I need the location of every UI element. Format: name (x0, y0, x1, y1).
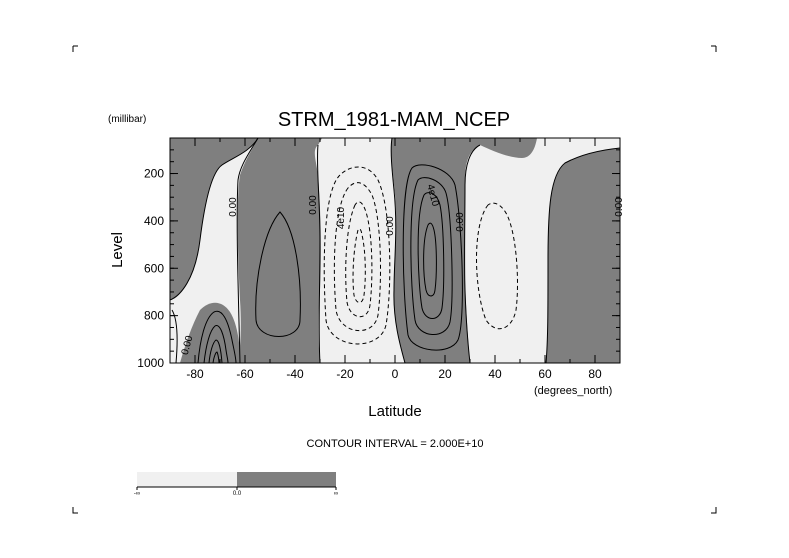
x-tick-label: -40 (286, 367, 304, 381)
contour-northern-hadley-3 (417, 192, 445, 319)
colorbar: -∞ 0.0 ∞ (134, 472, 338, 497)
contour-southern-hadley-1 (323, 166, 391, 345)
y-tick-label: 600 (144, 261, 164, 275)
x-units-label: (degrees_north) (534, 385, 612, 397)
crop-marks (72, 45, 717, 514)
plot-area: 0.00 0.00 4e10 0.00 4e10 0.00 0.00 0.00 (169, 137, 625, 364)
zero-contour-southern-ferrel (236, 138, 259, 363)
shaded-positive-southern-ferrel (237, 138, 322, 363)
x-tick-label: -20 (336, 367, 354, 381)
colorbar-label-mid: 0.0 (233, 491, 242, 497)
x-tick-label: -60 (236, 367, 254, 381)
chart-title: STRM_1981-MAM_NCEP (278, 109, 510, 131)
y-axis-title: Level (109, 232, 126, 268)
contour-southern-ferrel-1 (255, 211, 301, 337)
crop-mark-bottom-right (711, 507, 717, 514)
crop-mark-top-right (711, 45, 717, 52)
x-axis-title: Latitude (368, 403, 421, 420)
contour-bottom-left-3 (208, 339, 223, 363)
contour-southern-hadley-4 (352, 228, 366, 303)
y-tick-label: 400 (144, 214, 164, 228)
contour-northern-ferrel-1 (476, 202, 518, 330)
contour-southern-hadley-2 (333, 182, 381, 331)
contour-label-zero-2: 0.00 (308, 195, 319, 215)
contour-label-zero-6: 0.00 (180, 334, 196, 356)
shaded-positive-northern-hadley (391, 138, 510, 363)
zero-contour-southern-hadley-left (316, 144, 321, 363)
zero-contour-northern-hadley-right (464, 144, 481, 363)
y-axis: 200 400 600 800 1000 (137, 149, 620, 370)
shaded-positive-northern-polar (546, 148, 620, 363)
colorbar-positive-swatch (237, 472, 336, 487)
x-tick-label: 40 (488, 367, 502, 381)
contour-interval-text: CONTOUR INTERVAL = 2.000E+10 (307, 438, 484, 450)
zero-contour-northern-polar (545, 147, 620, 363)
colorbar-label-left: -∞ (134, 491, 140, 497)
contour-label-southern-peak: 4e10 (336, 206, 347, 229)
crop-mark-bottom-left (72, 507, 78, 514)
colorbar-label-right: ∞ (334, 491, 338, 497)
contour-bottom-left-4 (212, 351, 220, 363)
contour-label-zero-1: 0.00 (228, 197, 239, 217)
x-tick-label: -80 (186, 367, 204, 381)
contour-bottom-left-1 (197, 310, 237, 363)
y-tick-label: 200 (144, 167, 164, 181)
contour-northern-hadley-1 (402, 164, 463, 351)
zero-contour-polar-south (170, 138, 259, 301)
crop-mark-top-left (72, 45, 78, 52)
shaded-positive-top-right (480, 138, 537, 158)
y-tick-label: 1000 (137, 356, 164, 370)
contour-southern-hadley-3 (345, 201, 373, 318)
x-axis: -80 -60 -40 -20 0 20 40 60 80 (169, 138, 621, 381)
x-tick-label: 80 (588, 367, 602, 381)
y-tick-label: 800 (144, 309, 164, 323)
y-units-label: (millibar) (108, 114, 146, 125)
zero-contour-bottom-left (171, 309, 178, 363)
x-tick-label: 20 (438, 367, 452, 381)
contour-label-zero-4: 0.00 (455, 212, 466, 232)
contour-label-zero-3: 0.00 (385, 216, 396, 236)
x-tick-label: 0 (392, 367, 399, 381)
contour-northern-hadley-2 (410, 177, 453, 335)
colorbar-negative-swatch (137, 472, 237, 487)
shaded-positive-polar-strip (170, 138, 258, 300)
contour-northern-hadley-4 (423, 222, 437, 297)
zero-contour-equator (390, 138, 406, 363)
contour-bottom-left-2 (203, 325, 229, 363)
x-tick-label: 60 (538, 367, 552, 381)
